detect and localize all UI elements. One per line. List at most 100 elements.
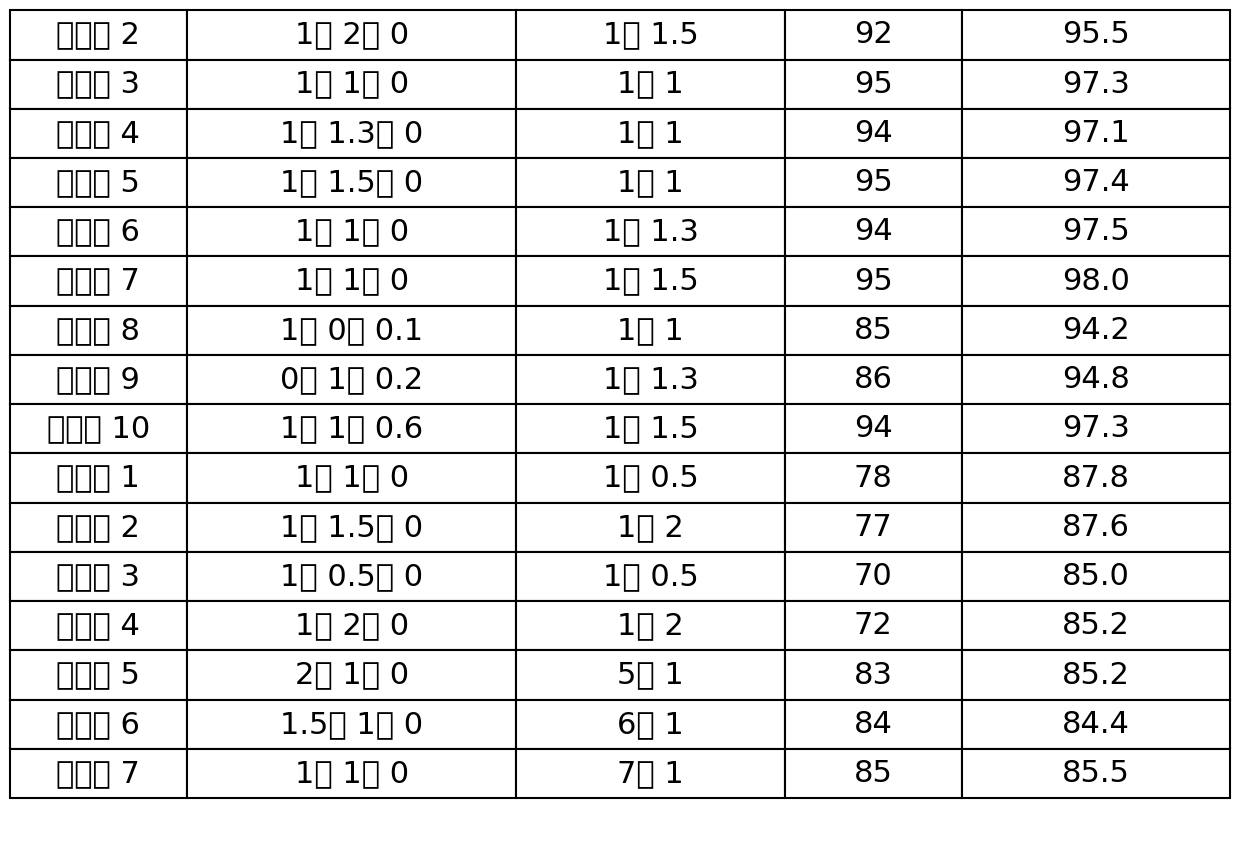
Text: 实施例 5: 实施例 5 bbox=[57, 168, 140, 198]
Text: 实施例 9: 实施例 9 bbox=[57, 365, 140, 394]
Bar bbox=[962, 699, 1230, 749]
Text: 实施例 7: 实施例 7 bbox=[57, 267, 140, 296]
Bar bbox=[516, 10, 785, 60]
Bar bbox=[962, 749, 1230, 799]
Bar bbox=[785, 355, 962, 404]
Bar bbox=[10, 256, 187, 306]
Bar bbox=[187, 601, 516, 651]
Text: 1： 0： 0.1: 1： 0： 0.1 bbox=[280, 315, 423, 345]
Bar bbox=[962, 158, 1230, 207]
Text: 比较例 2: 比较例 2 bbox=[57, 513, 140, 542]
Text: 92: 92 bbox=[854, 21, 893, 50]
Bar bbox=[187, 256, 516, 306]
Bar bbox=[10, 60, 187, 109]
Bar bbox=[187, 404, 516, 453]
Text: 95: 95 bbox=[854, 267, 893, 296]
Text: 85.2: 85.2 bbox=[1061, 661, 1130, 690]
Text: 1： 1： 0: 1： 1： 0 bbox=[295, 69, 409, 98]
Text: 1： 1.5: 1： 1.5 bbox=[603, 21, 698, 50]
Text: 1： 0.5: 1： 0.5 bbox=[603, 562, 698, 591]
Text: 1： 1： 0: 1： 1： 0 bbox=[295, 463, 409, 492]
Text: 84: 84 bbox=[854, 710, 893, 739]
Bar bbox=[962, 207, 1230, 256]
Bar bbox=[516, 651, 785, 699]
Text: 97.3: 97.3 bbox=[1061, 415, 1130, 444]
Text: 78: 78 bbox=[854, 463, 893, 492]
Bar bbox=[10, 404, 187, 453]
Bar bbox=[516, 404, 785, 453]
Text: 1： 1.5: 1： 1.5 bbox=[603, 267, 698, 296]
Text: 1： 1.3: 1： 1.3 bbox=[603, 217, 698, 246]
Bar bbox=[785, 552, 962, 601]
Text: 97.3: 97.3 bbox=[1061, 69, 1130, 98]
Text: 85.5: 85.5 bbox=[1061, 759, 1130, 788]
Text: 比较例 7: 比较例 7 bbox=[57, 759, 140, 788]
Bar bbox=[785, 601, 962, 651]
Bar bbox=[516, 749, 785, 799]
Bar bbox=[187, 207, 516, 256]
Bar bbox=[187, 749, 516, 799]
Text: 1： 2： 0: 1： 2： 0 bbox=[295, 611, 409, 640]
Bar bbox=[516, 503, 785, 552]
Bar bbox=[516, 601, 785, 651]
Text: 94: 94 bbox=[854, 119, 893, 148]
Bar bbox=[187, 503, 516, 552]
Text: 1： 1.3： 0: 1： 1.3： 0 bbox=[280, 119, 423, 148]
Text: 实施例 10: 实施例 10 bbox=[47, 415, 150, 444]
Bar bbox=[516, 109, 785, 158]
Bar bbox=[516, 306, 785, 355]
Bar bbox=[785, 158, 962, 207]
Text: 94: 94 bbox=[854, 415, 893, 444]
Bar bbox=[962, 60, 1230, 109]
Bar bbox=[10, 10, 187, 60]
Bar bbox=[10, 207, 187, 256]
Text: 85.0: 85.0 bbox=[1061, 562, 1130, 591]
Text: 2： 1： 0: 2： 1： 0 bbox=[295, 661, 409, 690]
Text: 1： 2: 1： 2 bbox=[618, 513, 684, 542]
Bar bbox=[10, 651, 187, 699]
Bar bbox=[516, 699, 785, 749]
Text: 1： 1.5： 0: 1： 1.5： 0 bbox=[280, 168, 423, 198]
Text: 95: 95 bbox=[854, 168, 893, 198]
Text: 72: 72 bbox=[854, 611, 893, 640]
Bar bbox=[785, 10, 962, 60]
Bar bbox=[785, 651, 962, 699]
Bar bbox=[516, 60, 785, 109]
Bar bbox=[187, 699, 516, 749]
Bar bbox=[962, 552, 1230, 601]
Bar bbox=[785, 306, 962, 355]
Bar bbox=[10, 355, 187, 404]
Text: 0： 1： 0.2: 0： 1： 0.2 bbox=[280, 365, 423, 394]
Text: 94.2: 94.2 bbox=[1061, 315, 1130, 345]
Bar bbox=[962, 503, 1230, 552]
Text: 87.8: 87.8 bbox=[1061, 463, 1130, 492]
Text: 1： 1.5： 0: 1： 1.5： 0 bbox=[280, 513, 423, 542]
Bar bbox=[962, 601, 1230, 651]
Text: 5： 1: 5： 1 bbox=[618, 661, 684, 690]
Text: 6： 1: 6： 1 bbox=[618, 710, 684, 739]
Bar bbox=[962, 355, 1230, 404]
Text: 84.4: 84.4 bbox=[1061, 710, 1130, 739]
Text: 7： 1: 7： 1 bbox=[618, 759, 684, 788]
Text: 1： 1: 1： 1 bbox=[618, 168, 684, 198]
Text: 85: 85 bbox=[854, 315, 893, 345]
Bar bbox=[962, 306, 1230, 355]
Text: 97.1: 97.1 bbox=[1061, 119, 1130, 148]
Bar bbox=[187, 158, 516, 207]
Text: 94: 94 bbox=[854, 217, 893, 246]
Text: 94.8: 94.8 bbox=[1061, 365, 1130, 394]
Text: 1： 1: 1： 1 bbox=[618, 119, 684, 148]
Text: 实施例 8: 实施例 8 bbox=[56, 315, 140, 345]
Text: 97.4: 97.4 bbox=[1061, 168, 1130, 198]
Bar bbox=[187, 10, 516, 60]
Bar bbox=[10, 699, 187, 749]
Bar bbox=[10, 306, 187, 355]
Bar bbox=[10, 601, 187, 651]
Bar bbox=[187, 109, 516, 158]
Bar bbox=[785, 60, 962, 109]
Bar bbox=[516, 355, 785, 404]
Bar bbox=[10, 109, 187, 158]
Bar bbox=[187, 355, 516, 404]
Text: 1： 1： 0: 1： 1： 0 bbox=[295, 759, 409, 788]
Bar bbox=[785, 453, 962, 503]
